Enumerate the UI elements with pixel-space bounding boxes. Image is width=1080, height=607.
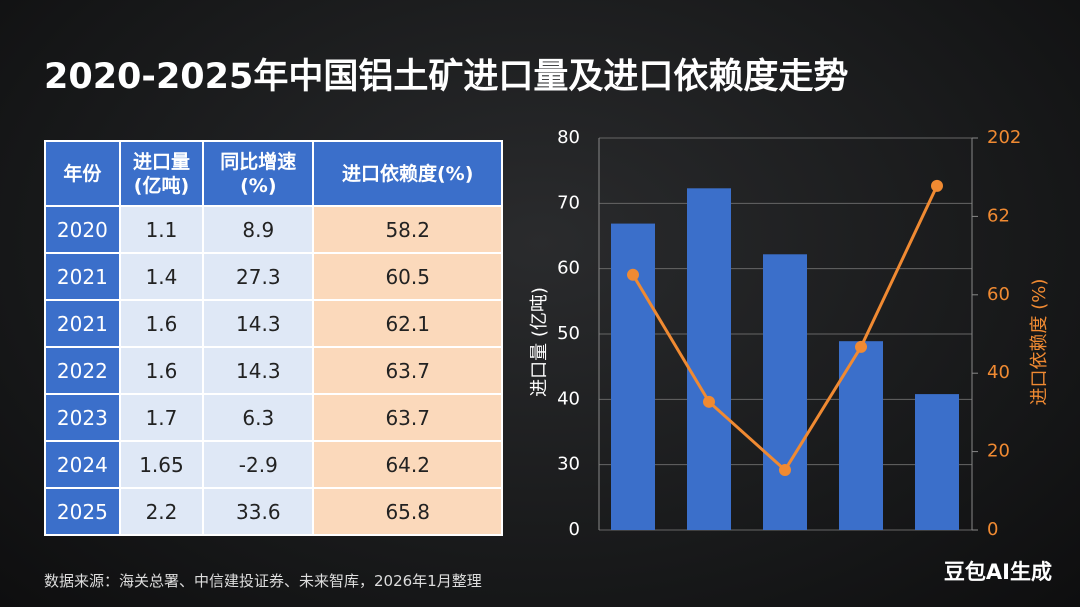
data-table: 年份 进口量 (亿吨) 同比增速 (%) 进口依赖度(%) 2020 1.1 8.9 58.2… xyxy=(44,140,503,536)
line-point xyxy=(931,179,943,192)
y2-tick-label: 60 xyxy=(987,284,1010,305)
bar xyxy=(611,223,655,530)
source: 数据来源：海关总署、中信建投证券、未来智库，2026年1月整理 xyxy=(44,572,482,590)
header-cell: 进口依赖度(%) xyxy=(312,140,503,207)
table-row: 2023 1.7 6.3 63.7 xyxy=(44,393,503,442)
bar xyxy=(763,254,807,530)
table-row: 2021 1.6 14.3 62.1 xyxy=(44,299,503,348)
y2-tick-label: 202 xyxy=(987,127,1021,148)
header-cell: 进口量 (亿吨) xyxy=(118,140,205,207)
table-cell: 63.7 xyxy=(312,346,503,395)
table-cell: 63.7 xyxy=(312,393,503,442)
bar xyxy=(915,394,959,530)
y2-tick-label: 40 xyxy=(987,362,1010,383)
table-cell: 2021 xyxy=(44,252,121,301)
table-cell: 2024 xyxy=(44,440,121,489)
table-row: 2025 2.2 33.6 65.8 xyxy=(44,487,503,536)
table-cell: 1.65 xyxy=(118,440,205,489)
table-cell: 2021 xyxy=(44,299,121,348)
bar xyxy=(687,188,731,530)
table-cell: 1.1 xyxy=(118,205,205,254)
header-cell: 同比增速 (%) xyxy=(202,140,315,207)
y2-tick-label: 20 xyxy=(987,441,1010,462)
header-row: 年份 进口量 (亿吨) 同比增速 (%) 进口依赖度(%) xyxy=(44,140,503,207)
line xyxy=(631,185,939,473)
table-cell: 33.6 xyxy=(202,487,315,536)
table-cell: 64.2 xyxy=(312,440,503,489)
table-cell: 1.4 xyxy=(118,252,205,301)
table-cell: 2020 xyxy=(44,205,121,254)
table-cell: 2023 xyxy=(44,393,121,442)
table-row: 2022 1.6 14.3 63.7 xyxy=(44,346,503,395)
table-cell: 14.3 xyxy=(202,299,315,348)
y-tick-label: 60 xyxy=(557,258,580,279)
table-cell: 1.6 xyxy=(118,346,205,395)
table-cell: 14.3 xyxy=(202,346,315,395)
y-tick-label: 40 xyxy=(557,388,580,409)
table-cell: 2025 xyxy=(44,487,121,536)
y-tick-label: 50 xyxy=(557,323,580,344)
table-cell: 1.6 xyxy=(118,299,205,348)
y-tick-label: 0 xyxy=(569,519,580,540)
table-cell: 65.8 xyxy=(312,487,503,536)
y-tick-label: 80 xyxy=(557,127,580,148)
table-cell: 6.3 xyxy=(202,393,315,442)
table-cell: 8.9 xyxy=(202,205,315,254)
table-row: 2021 1.4 27.3 60.5 xyxy=(44,252,503,301)
y-axis-label: 进口量 (亿吨) xyxy=(529,287,550,397)
table-cell: 58.2 xyxy=(312,205,503,254)
line-point xyxy=(627,268,639,281)
line-point xyxy=(855,340,867,353)
y2-axis-label: 进口依赖度 (%) xyxy=(1029,279,1050,406)
line-point xyxy=(779,464,791,477)
table-row: 2024 1.65 -2.9 64.2 xyxy=(44,440,503,489)
y2-tick-label: 62 xyxy=(987,205,1010,226)
table-cell: 1.7 xyxy=(118,393,205,442)
y-tick-label: 70 xyxy=(557,192,580,213)
table-cell: 27.3 xyxy=(202,252,315,301)
table-row: 2020 1.1 8.9 58.2 xyxy=(44,205,503,254)
table-cell: 60.5 xyxy=(312,252,503,301)
table-cell: 2022 xyxy=(44,346,121,395)
line-point xyxy=(703,395,715,408)
header-cell: 年份 xyxy=(44,140,121,207)
y-tick-label: 30 xyxy=(557,454,580,475)
table-cell: 62.1 xyxy=(312,299,503,348)
title: 2020-2025年中国铝土矿进口量及进口依赖度走势 xyxy=(44,57,849,97)
table-body: 2020 1.1 8.9 58.2 2021 1.4 27.3 60.5 2021 1.6 14.3… xyxy=(44,205,503,536)
table-cell: 2.2 xyxy=(118,487,205,536)
watermark: 豆包AI生成 xyxy=(943,560,1052,584)
table-cell: -2.9 xyxy=(202,440,315,489)
bar xyxy=(839,341,883,530)
y2-tick-label: 0 xyxy=(987,519,998,540)
